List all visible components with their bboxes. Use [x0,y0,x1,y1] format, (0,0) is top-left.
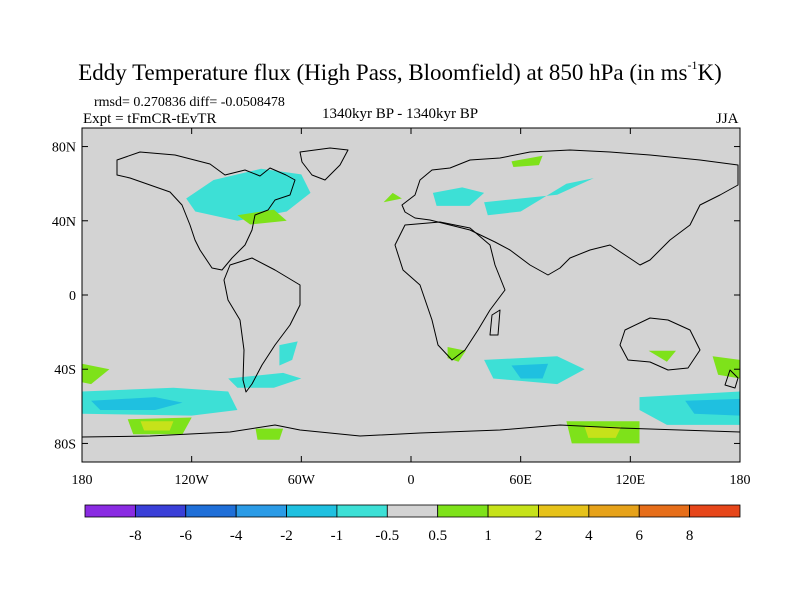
figure-title: Eddy Temperature flux (High Pass, Bloomf… [78,58,722,85]
map-axes: 80N 40N 0 40S 80S 180 120W 60W 0 60E 120E 180 [52,128,751,488]
season-label: JJA [716,111,739,127]
lon-tick-label: 180 [72,473,93,488]
field-region [432,187,485,206]
colorbar-label: -6 [180,528,193,544]
colorbar-label: 4 [585,528,593,544]
colorbar-swatch [487,504,539,518]
lat-tick-label: 80N [52,141,76,156]
colorbar-label: 0.5 [428,528,447,544]
colorbar-label: -4 [230,528,243,544]
field-region [484,178,594,216]
coastlines [82,147,740,438]
colorbar-swatch [134,504,187,518]
lon-tick-label: 60W [288,473,316,488]
experiment-label: Expt = tFmCR-tEvTR [83,111,217,127]
field-region [255,428,284,440]
colorbar-swatch [336,504,388,518]
coast-south-america [223,257,301,393]
field-region [228,372,302,388]
field-region [279,341,298,366]
stats-text: rmsd= 0.270836 diff= -0.0508478 [94,95,285,110]
coast-eurasia [401,149,739,276]
lon-tick-label: 120W [175,473,210,488]
colorbar-swatch [84,504,136,518]
colorbar-swatch [286,504,338,518]
colorbar-swatch [437,504,489,518]
lon-tick-label: 180 [730,473,751,488]
colorbar-label: 6 [635,528,643,544]
field-region [648,350,676,362]
coast-madagascar [489,309,501,336]
coast-north-america [116,151,296,271]
field-layer [82,155,740,444]
colorbar-swatch [588,504,640,518]
lat-tick-label: 80S [54,437,76,452]
colorbar: -8 -6 -4 -2 -1 -0.5 0.5 1 2 4 6 8 [84,504,741,544]
colorbar-label: -8 [129,528,142,544]
period-label: 1340kyr BP - 1340kyr BP [322,106,479,122]
colorbar-label: 8 [686,528,694,544]
colorbar-swatch [185,504,237,518]
field-region [383,192,402,203]
field-region [140,421,174,431]
colorbar-label: 1 [484,528,492,544]
colorbar-label: -1 [331,528,344,544]
field-region [91,397,183,410]
colorbar-swatch [638,504,691,518]
field-region [82,363,110,385]
lat-tick-label: 0 [69,289,76,304]
colorbar-label: 2 [535,528,543,544]
coast-africa [394,221,506,361]
lat-tick-label: 40N [52,215,76,230]
colorbar-label: -2 [280,528,293,544]
colorbar-label: -0.5 [375,528,399,544]
field-region [685,398,740,416]
coast-antarctica [82,424,740,438]
colorbar-swatch [538,504,590,518]
colorbar-swatch [235,504,287,518]
coast-new-zealand [724,369,739,389]
field-region [186,168,311,221]
lon-tick-label: 120E [616,473,646,488]
field-region [511,155,543,167]
lat-tick-label: 40S [54,363,76,378]
field-region [584,426,622,438]
coast-greenland [299,147,349,181]
colorbar-swatch [386,504,439,518]
coast-australia [619,317,701,371]
lon-tick-label: 0 [408,473,415,488]
lon-tick-label: 60E [509,473,532,488]
colorbar-swatch [689,504,741,518]
field-region [511,363,549,379]
field-region [237,209,287,225]
field-region [447,347,466,362]
